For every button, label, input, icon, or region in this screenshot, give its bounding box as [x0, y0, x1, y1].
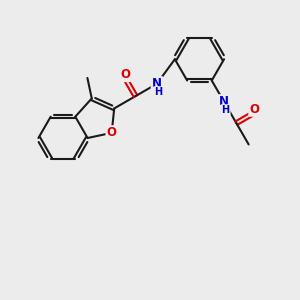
Text: H: H	[154, 87, 162, 97]
Text: N: N	[219, 95, 229, 108]
Text: N: N	[152, 77, 162, 90]
Text: O: O	[107, 126, 117, 140]
Text: O: O	[250, 103, 260, 116]
Text: O: O	[120, 68, 130, 81]
Text: H: H	[221, 105, 230, 115]
